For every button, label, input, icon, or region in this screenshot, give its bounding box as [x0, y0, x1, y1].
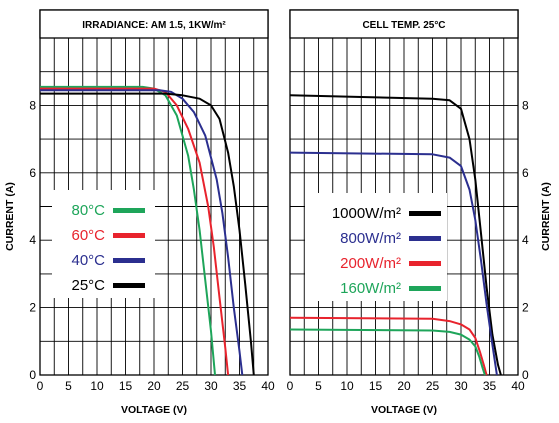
- x-tick-label: 10: [340, 379, 354, 393]
- series-line: [289, 328, 486, 376]
- y-tick-label: 2: [522, 301, 529, 315]
- y-tick-label: 0: [522, 368, 529, 382]
- x-tick-label: 35: [483, 379, 497, 393]
- x-tick-label: 15: [119, 379, 133, 393]
- y-tick-label: 6: [522, 166, 529, 180]
- legend-label: 1000W/m²: [332, 205, 401, 222]
- legend-swatch: [409, 211, 441, 216]
- y-axis-label: CURRENT (A): [540, 182, 552, 251]
- title-band: [289, 9, 519, 39]
- y-tick-label: 4: [29, 233, 36, 247]
- x-tick-label: 0: [287, 379, 294, 393]
- legend-label: 800W/m²: [340, 230, 401, 247]
- legend-swatch: [113, 258, 145, 263]
- legend-label: 60°C: [71, 227, 105, 244]
- legend-swatch: [113, 208, 145, 213]
- chart-panel-2: CELL TEMP. 25°C0 5 10 15 20 25 30 35 4002468VOLT…: [287, 9, 552, 416]
- x-tick-label: 35: [233, 379, 247, 393]
- series-line: [40, 89, 244, 376]
- legend-swatch: [409, 236, 441, 241]
- x-tick-label: 30: [204, 379, 218, 393]
- x-tick-label: 20: [397, 379, 411, 393]
- x-tick-label: 25: [176, 379, 190, 393]
- title-band: [39, 9, 269, 39]
- x-tick-label: 20: [147, 379, 161, 393]
- x-axis-label: VOLTAGE (V): [371, 404, 437, 416]
- x-tick-label: 0: [37, 379, 44, 393]
- chart-title: CELL TEMP. 25°C: [362, 20, 445, 31]
- x-tick-label: 10: [90, 379, 104, 393]
- x-tick-label: 40: [261, 379, 275, 393]
- x-axis-label: VOLTAGE (V): [121, 404, 187, 416]
- x-tick-label: 5: [315, 379, 322, 393]
- x-tick-label: 15: [369, 379, 383, 393]
- series-line: [289, 151, 498, 376]
- y-tick-label: 4: [522, 233, 529, 247]
- y-tick-label: 8: [522, 98, 529, 112]
- legend-label: 80°C: [71, 202, 105, 219]
- series-line: [40, 92, 255, 376]
- legend-label: 200W/m²: [340, 255, 401, 272]
- series-line: [289, 316, 488, 376]
- y-tick-label: 0: [29, 368, 36, 382]
- legend-label: 160W/m²: [340, 280, 401, 297]
- chart-title: IRRADIANCE: AM 1.5, 1KW/m²: [82, 20, 226, 31]
- x-tick-label: 25: [426, 379, 440, 393]
- legend-label: 25°C: [71, 277, 105, 294]
- legend-swatch: [409, 261, 441, 266]
- legend-swatch: [113, 233, 145, 238]
- legend-swatch: [113, 283, 145, 288]
- y-tick-label: 2: [29, 301, 36, 315]
- x-tick-label: 40: [511, 379, 525, 393]
- chart-panel-1: IRRADIANCE: AM 1.5, 1KW/m²0 5 10 15 20 25 30 35…: [4, 9, 275, 416]
- y-tick-label: 6: [29, 166, 36, 180]
- series-line: [289, 94, 502, 376]
- y-axis-label: CURRENT (A): [4, 182, 16, 251]
- legend-swatch: [409, 286, 441, 291]
- y-tick-label: 8: [29, 98, 36, 112]
- legend-label: 40°C: [71, 252, 105, 269]
- x-tick-label: 5: [65, 379, 72, 393]
- x-tick-label: 30: [454, 379, 468, 393]
